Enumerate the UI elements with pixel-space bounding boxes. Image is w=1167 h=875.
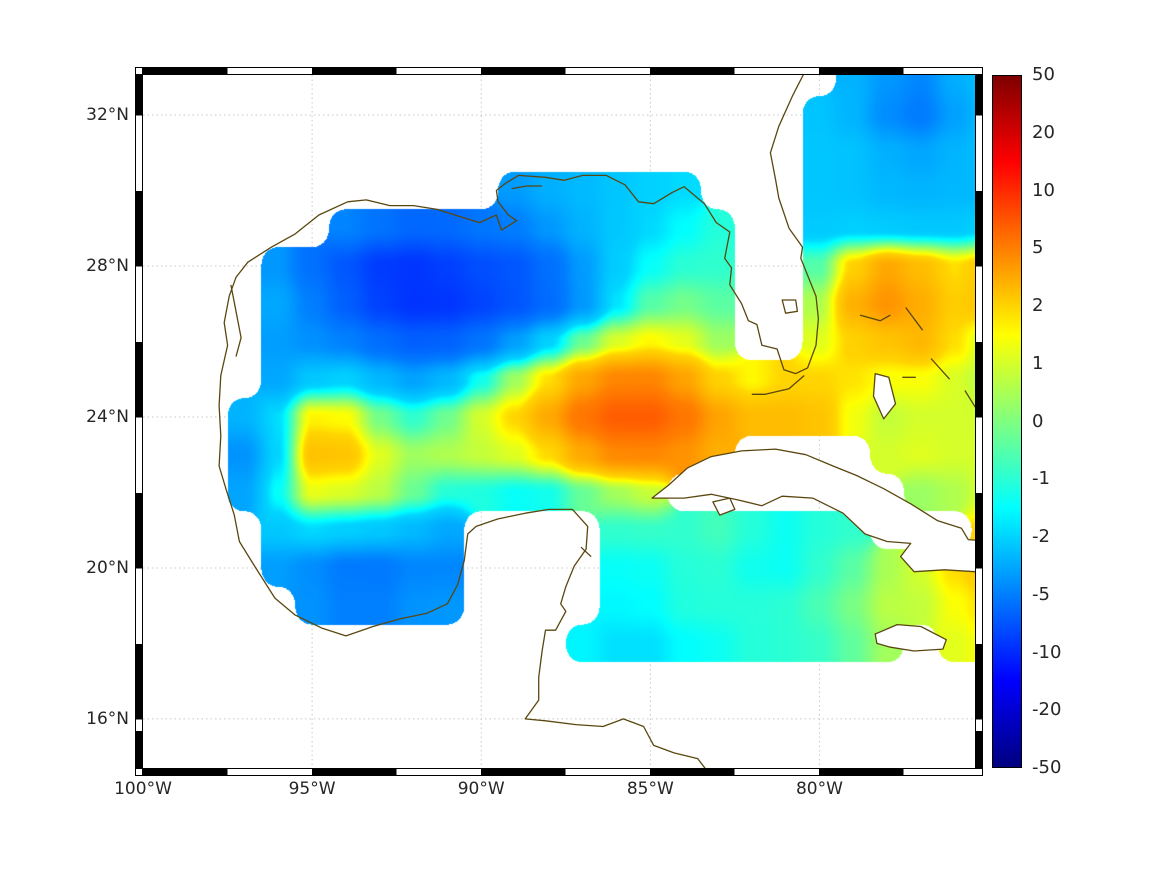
x-tick-label: 80°W <box>795 779 843 799</box>
coastline-florida-keys <box>751 375 805 395</box>
map-plot-area <box>143 75 975 768</box>
coastline-cuba <box>651 448 975 573</box>
coastline-cozumel <box>580 546 592 558</box>
colorbar-tick-label: -20 <box>1032 699 1062 721</box>
y-tick-label: 20°N <box>86 557 129 578</box>
coastline-north-america-mainland <box>218 75 820 768</box>
coastline-jamaica <box>874 623 947 652</box>
frame-border-bottom <box>135 768 983 776</box>
x-tick-label: 85°W <box>626 779 674 799</box>
colorbar-tick-label: 5 <box>1032 237 1044 259</box>
coastlines-overlay <box>218 75 975 768</box>
frame-border-top <box>135 67 983 75</box>
colorbar-tick-label: 10 <box>1032 179 1055 201</box>
x-tick-label: 95°W <box>288 779 336 799</box>
colorbar-tick-label: 20 <box>1032 121 1055 143</box>
x-tick-label: 100°W <box>114 779 172 799</box>
y-tick-label: 24°N <box>86 406 129 427</box>
colorbar-tick-label: 2 <box>1032 295 1044 316</box>
coastline-isla-de-la-juventud <box>712 497 736 516</box>
coastline-andros <box>872 372 897 420</box>
coastline-abaco <box>905 307 924 331</box>
colorbar-tick-label: -2 <box>1032 526 1050 547</box>
field-heatmap-canvas <box>143 75 975 768</box>
coastline-laguna-madre-barrier <box>230 284 242 357</box>
colorbar-tick-label: -1 <box>1032 468 1050 490</box>
colorbar-tick-label: -10 <box>1032 641 1062 663</box>
y-tick-label: 28°N <box>86 255 129 276</box>
coastline-cat-island <box>964 390 975 408</box>
colorbar-tick-label: 0 <box>1032 410 1044 432</box>
colorbar <box>992 75 1022 768</box>
colorbar-tick-label: -50 <box>1032 757 1062 778</box>
colorbar-tick-label: -5 <box>1032 583 1050 605</box>
y-tick-label: 32°N <box>86 105 129 125</box>
coastline-grand-bahama <box>859 314 891 322</box>
coastline-eleuthera <box>930 358 951 380</box>
frame-border-right <box>975 75 983 768</box>
coastline-chandeleur-islands <box>511 185 543 190</box>
colorbar-tick-label: 1 <box>1032 352 1044 374</box>
y-tick-label: 16°N <box>86 708 129 729</box>
colorbar-tick-label: 50 <box>1032 64 1055 85</box>
x-tick-label: 90°W <box>457 779 505 799</box>
frame-border-left <box>135 75 143 768</box>
coastline-lake-okeechobee <box>781 299 799 314</box>
